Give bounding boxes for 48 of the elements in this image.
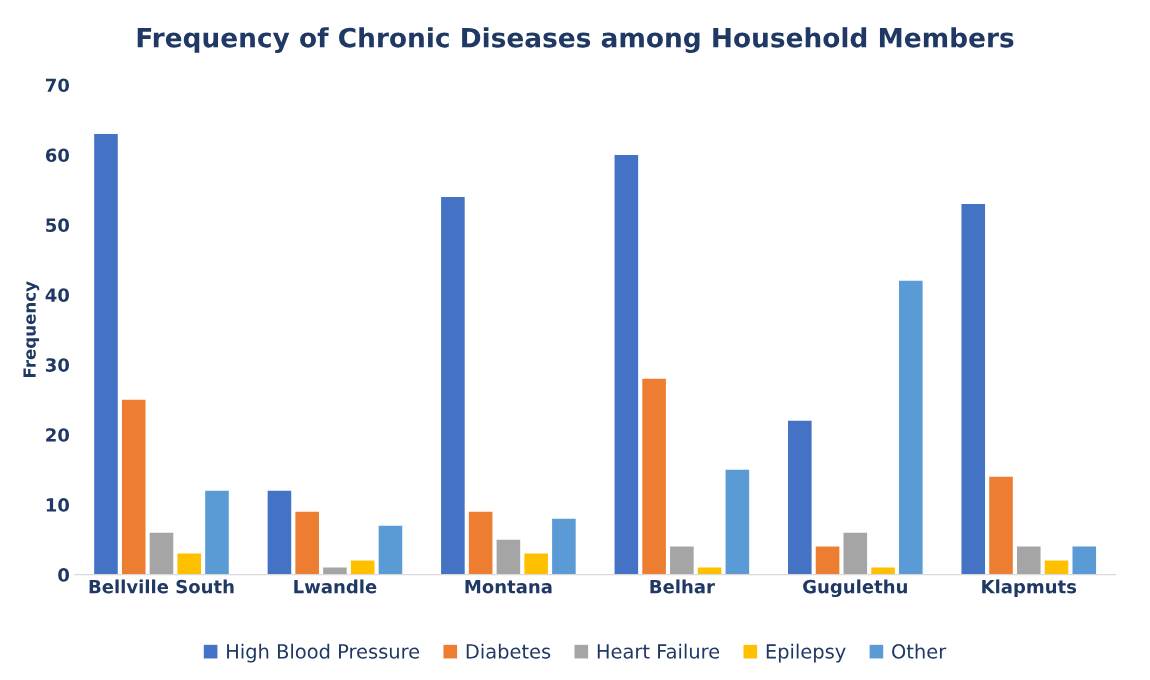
bar — [961, 203, 986, 575]
chart-title: Frequency of Chronic Diseases among Household Members — [137, 27, 1014, 53]
bar — [1016, 546, 1041, 575]
y-axis-title: Frequency — [23, 281, 40, 378]
bar — [94, 133, 118, 575]
bar — [177, 553, 202, 575]
bar — [441, 196, 465, 575]
bar — [350, 560, 375, 575]
legend-label: Heart Failure — [597, 643, 720, 659]
y-tick-label: 20 — [46, 428, 70, 442]
bar — [989, 476, 1013, 575]
bar — [267, 490, 292, 575]
bar — [1072, 546, 1097, 575]
bar — [815, 546, 840, 575]
legend-label: High Blood Pressure — [227, 643, 420, 663]
bar — [378, 525, 403, 575]
bar — [121, 399, 146, 575]
bar — [843, 532, 868, 575]
bar — [496, 539, 521, 575]
x-tick-label: Lwandle — [294, 579, 377, 594]
legend-label: Diabetes — [466, 643, 551, 659]
bar — [614, 154, 639, 575]
y-tick-label: 60 — [45, 148, 70, 163]
y-tick-label: 30 — [45, 358, 70, 372]
bar — [788, 420, 812, 575]
bar — [552, 518, 576, 575]
bar — [899, 280, 923, 575]
y-tick-label: 10 — [46, 498, 70, 512]
y-tick-label: 70 — [45, 78, 70, 93]
x-tick-label: Belhar — [650, 579, 715, 594]
y-tick-label: 40 — [45, 288, 70, 302]
bar — [468, 511, 493, 575]
bar — [205, 490, 229, 575]
y-tick-label: 50 — [46, 218, 70, 232]
x-tick-label: Gugulethu — [803, 579, 907, 598]
bar — [1044, 560, 1069, 575]
y-tick-label: 0 — [58, 568, 70, 582]
x-tick-label: Bellville South — [89, 579, 234, 594]
bar — [295, 511, 319, 575]
x-tick-label: Klapmuts — [982, 579, 1077, 597]
x-tick-label: Montana — [465, 580, 552, 594]
bar — [725, 469, 750, 575]
legend-label: Epilepsy — [766, 643, 846, 663]
bar — [524, 553, 548, 575]
bar — [149, 532, 174, 575]
bar — [642, 378, 666, 575]
bar — [670, 546, 694, 575]
legend-label: Other — [892, 643, 947, 659]
